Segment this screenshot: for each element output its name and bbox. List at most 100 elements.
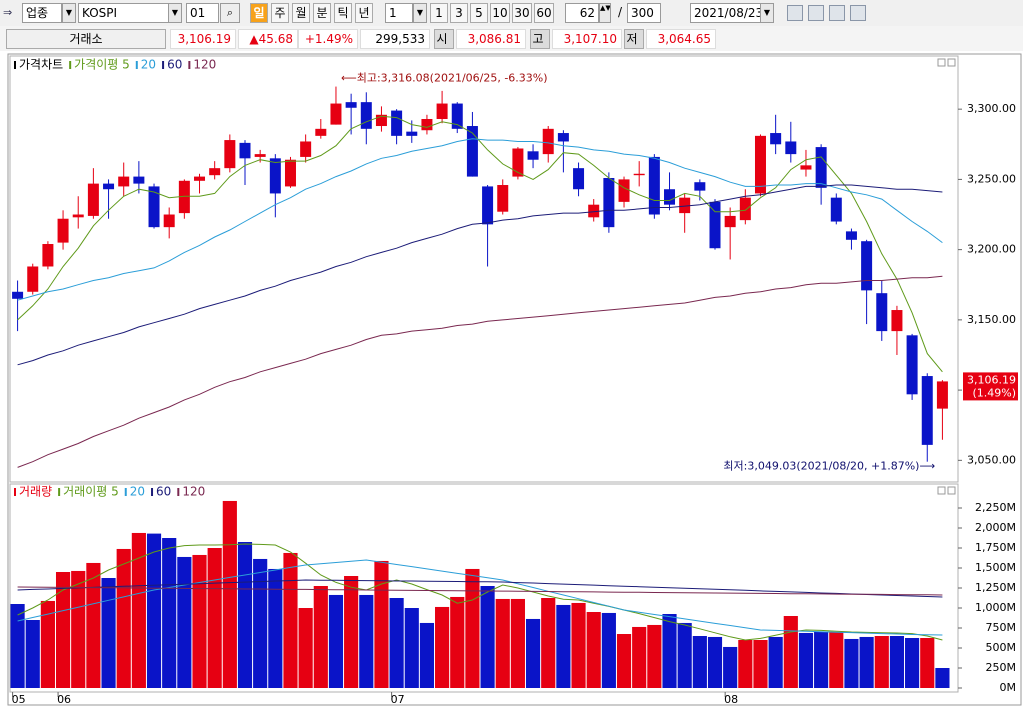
candle-body (709, 201, 721, 249)
legend-marker (14, 61, 16, 69)
period-button[interactable]: 일 (250, 3, 268, 23)
panel-button[interactable] (947, 58, 956, 67)
y-tick-label: 1,500M (975, 561, 1016, 574)
candle-body (315, 128, 327, 136)
legend-marker (151, 488, 154, 496)
period-button[interactable]: 년 (355, 3, 373, 23)
volume-bar (707, 636, 723, 688)
dropdown-arrow[interactable]: ▼ (168, 3, 182, 23)
candle-body (148, 186, 160, 228)
volume-bar (465, 568, 480, 688)
candle-body (239, 142, 251, 159)
tool-icon[interactable] (850, 5, 866, 21)
toolbar-icon[interactable]: ⇒ (3, 6, 13, 19)
last-price-box (963, 372, 1018, 401)
moving-average-line (17, 579, 943, 598)
interval-button[interactable]: 5 (470, 3, 488, 23)
x-tick-label: 06 (57, 693, 71, 706)
exchange-label: 거래소 (6, 29, 166, 49)
code-input[interactable]: 01 (186, 3, 219, 23)
legend-marker (135, 61, 138, 69)
x-tick-label: 08 (724, 693, 738, 706)
y-tick-label: 3,250.00 (967, 172, 1016, 185)
tool-icon[interactable] (808, 5, 824, 21)
count-input[interactable]: 62 (565, 3, 599, 23)
quote-price: 3,106.19 (170, 29, 236, 49)
candle-body (209, 168, 221, 176)
volume-bar (116, 548, 131, 688)
volume-bar (723, 646, 738, 688)
candle-body (906, 335, 918, 395)
tool-icon[interactable] (787, 5, 803, 21)
moving-average-line (17, 138, 943, 301)
candle-body (163, 214, 175, 228)
dropdown-arrow[interactable]: ▼ (413, 3, 427, 23)
period-button[interactable]: 월 (292, 3, 310, 23)
volume-bar (677, 622, 692, 688)
last-change-label: (1.49%) (972, 386, 1016, 399)
quote-open-label: 시 (434, 29, 454, 49)
y-tick-label: 0M (1000, 681, 1017, 694)
y-tick-label: 2,000M (975, 521, 1016, 534)
volume-bar (10, 604, 25, 688)
period-button[interactable]: 주 (271, 3, 289, 23)
period-button[interactable]: 분 (313, 3, 331, 23)
volume-bar (253, 558, 268, 688)
interval-select[interactable]: 1 (385, 3, 413, 23)
market-select[interactable]: 업종 (22, 3, 62, 23)
dropdown-arrow[interactable]: ▼ (760, 3, 774, 23)
volume-bar (177, 556, 192, 688)
y-tick-label: 1,000M (975, 601, 1016, 614)
candle-body (754, 135, 766, 194)
candle-body (785, 141, 797, 155)
panel-button[interactable] (937, 58, 946, 67)
volume-bar (374, 560, 389, 688)
interval-button[interactable]: 1 (430, 3, 448, 23)
y-tick-label: 1,250M (975, 581, 1016, 594)
candle-body (527, 151, 539, 160)
panel-button[interactable] (937, 486, 946, 495)
panel-button[interactable] (947, 486, 956, 495)
count-spin[interactable]: ▲▼ (599, 3, 611, 23)
candle-body (573, 168, 585, 190)
period-button[interactable]: 틱 (334, 3, 352, 23)
search-button[interactable]: ⌕ (220, 3, 240, 23)
y-tick-label: 250M (986, 661, 1017, 674)
interval-button[interactable]: 10 (490, 3, 510, 23)
legend-marker (124, 488, 127, 496)
legend-label: 120 (193, 58, 216, 72)
volume-bar (768, 636, 783, 688)
volume-bar (344, 576, 359, 688)
candle-body (664, 189, 676, 205)
volume-bar (480, 586, 495, 688)
volume-bar (25, 620, 40, 688)
interval-button[interactable]: 3 (450, 3, 468, 23)
interval-button[interactable]: 60 (534, 3, 554, 23)
moving-average-line (17, 275, 943, 468)
tool-icon[interactable] (829, 5, 845, 21)
symbol-input[interactable]: KOSPI (78, 3, 170, 23)
date-input[interactable]: 2021/08/23 (690, 3, 762, 23)
y-tick-label: 3,300.00 (967, 102, 1016, 115)
candle-body (679, 197, 691, 214)
interval-button[interactable]: 30 (512, 3, 532, 23)
volume-bar (844, 638, 859, 688)
candle-body (57, 218, 69, 243)
moving-average-line (17, 115, 943, 373)
candle-body (406, 131, 418, 136)
volume-bar (146, 533, 162, 688)
candle-body (194, 176, 206, 181)
candle-body (512, 148, 524, 177)
legend-marker (177, 488, 180, 496)
legend-label: 가격이평 5 (74, 58, 130, 72)
dropdown-arrow[interactable]: ▼ (62, 3, 76, 23)
moving-average-line (17, 586, 943, 596)
max-count-input[interactable]: 300 (627, 3, 661, 23)
legend-label: 거래이평 5 (63, 485, 119, 499)
volume-bar (162, 538, 177, 688)
volume-bar (662, 614, 677, 688)
legend-marker (188, 61, 191, 69)
volume-bar (207, 548, 222, 688)
candle-body (830, 197, 842, 222)
